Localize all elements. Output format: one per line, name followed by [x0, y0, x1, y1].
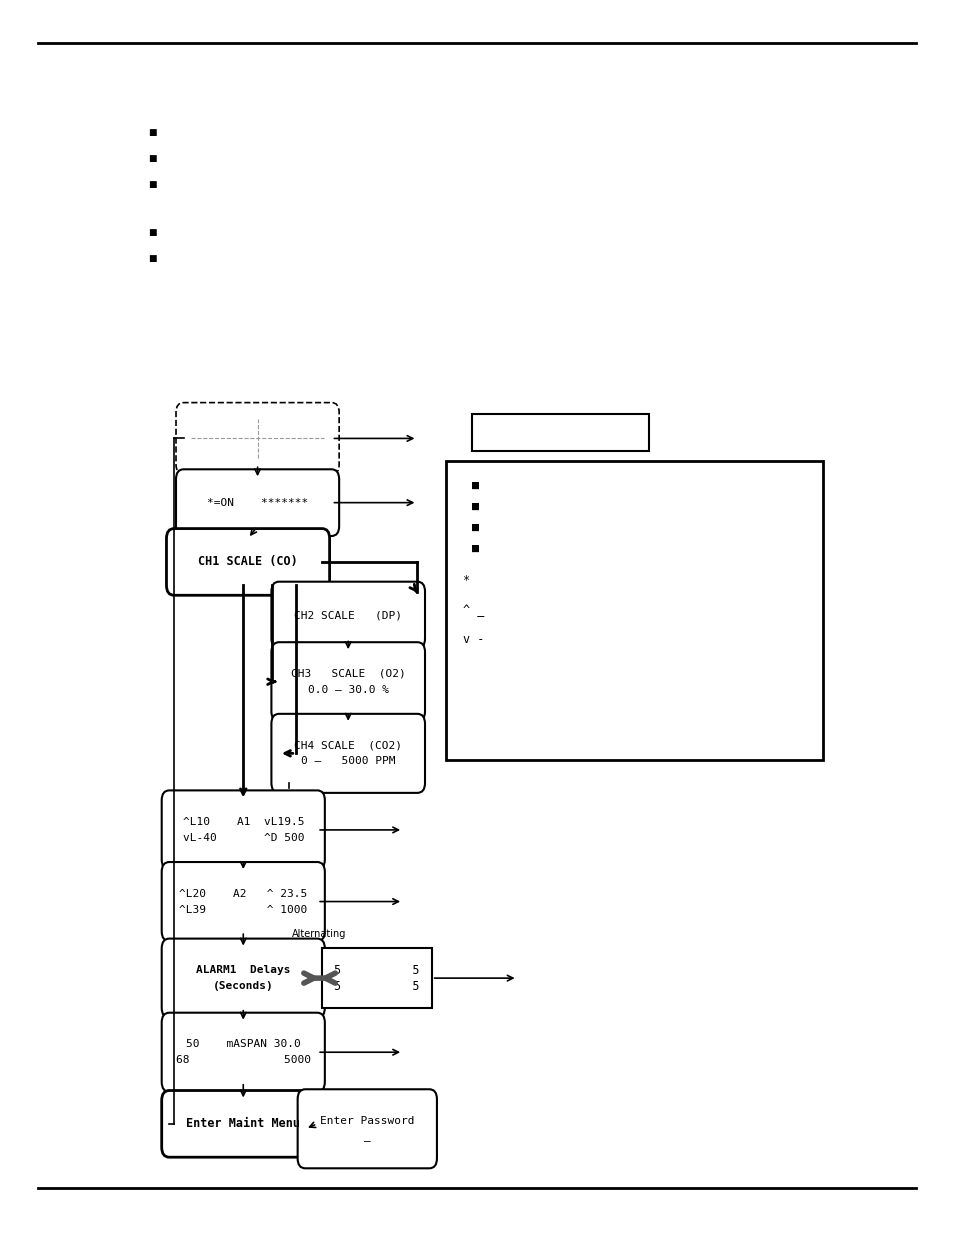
- FancyBboxPatch shape: [161, 790, 324, 869]
- Text: ^L10    A1  vL19.5: ^L10 A1 vL19.5: [182, 816, 304, 827]
- FancyBboxPatch shape: [271, 582, 424, 648]
- Text: 5          5: 5 5: [334, 963, 419, 977]
- Text: CH3   SCALE  (O2): CH3 SCALE (O2): [291, 668, 405, 679]
- Text: 0 –   5000 PPM: 0 – 5000 PPM: [300, 756, 395, 767]
- FancyBboxPatch shape: [297, 1089, 436, 1168]
- Text: 0.0 – 30.0 %: 0.0 – 30.0 %: [308, 684, 388, 695]
- Text: CH4 SCALE  (CO2): CH4 SCALE (CO2): [294, 740, 402, 751]
- Text: ■: ■: [472, 542, 478, 555]
- Text: ■: ■: [148, 127, 156, 137]
- Text: Alternating: Alternating: [293, 929, 346, 939]
- Text: v -: v -: [462, 634, 483, 646]
- Bar: [472, 414, 648, 451]
- Text: *=ON    *******: *=ON *******: [207, 498, 308, 508]
- Text: (Seconds): (Seconds): [213, 981, 274, 992]
- Text: CH2 SCALE   (DP): CH2 SCALE (DP): [294, 610, 402, 620]
- Bar: [321, 948, 431, 1008]
- Text: ■: ■: [148, 179, 156, 189]
- Text: ■: ■: [472, 479, 478, 492]
- Text: 5          5: 5 5: [334, 979, 419, 993]
- Text: vL-40       ^D 500: vL-40 ^D 500: [182, 832, 304, 844]
- Text: Enter Maint Menu: Enter Maint Menu: [186, 1118, 300, 1130]
- FancyBboxPatch shape: [271, 642, 424, 721]
- Text: ^ _: ^ _: [462, 604, 483, 616]
- Text: ■: ■: [472, 500, 478, 513]
- Text: ALARM1  Delays: ALARM1 Delays: [195, 965, 291, 976]
- Text: ■: ■: [148, 227, 156, 237]
- Text: Enter Password: Enter Password: [319, 1115, 415, 1126]
- Text: ■: ■: [472, 521, 478, 534]
- Text: 50    mASPAN 30.0: 50 mASPAN 30.0: [186, 1039, 300, 1050]
- FancyBboxPatch shape: [161, 862, 324, 941]
- Text: ■: ■: [148, 253, 156, 263]
- FancyBboxPatch shape: [161, 939, 324, 1018]
- FancyBboxPatch shape: [175, 469, 338, 536]
- FancyBboxPatch shape: [161, 1013, 324, 1092]
- Text: ■: ■: [148, 153, 156, 163]
- Text: 68              5000: 68 5000: [175, 1055, 311, 1066]
- Bar: [446, 461, 822, 760]
- Text: _: _: [363, 1131, 371, 1142]
- Text: ^L20    A2   ^ 23.5: ^L20 A2 ^ 23.5: [179, 888, 307, 899]
- FancyBboxPatch shape: [161, 1091, 324, 1157]
- Text: ^L39         ^ 1000: ^L39 ^ 1000: [179, 904, 307, 915]
- Text: *: *: [462, 574, 469, 587]
- Text: CH1 SCALE (CO): CH1 SCALE (CO): [198, 556, 297, 568]
- FancyBboxPatch shape: [166, 529, 329, 595]
- FancyBboxPatch shape: [175, 403, 338, 474]
- FancyBboxPatch shape: [271, 714, 424, 793]
